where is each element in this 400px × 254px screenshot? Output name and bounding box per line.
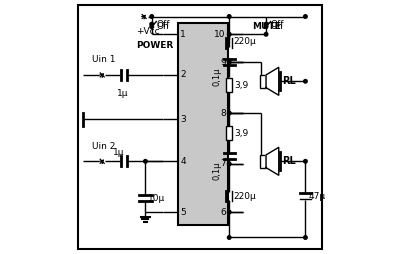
Circle shape: [228, 210, 231, 214]
Text: 7: 7: [220, 159, 226, 168]
Circle shape: [264, 25, 268, 28]
Circle shape: [264, 33, 268, 36]
Text: 4: 4: [180, 157, 186, 166]
Circle shape: [228, 162, 231, 166]
Text: 10: 10: [214, 30, 226, 39]
Text: 9: 9: [220, 58, 226, 67]
Text: 1μ: 1μ: [117, 89, 129, 98]
Circle shape: [304, 80, 307, 83]
Text: Uin 2: Uin 2: [92, 141, 116, 151]
Text: 5: 5: [180, 208, 186, 217]
Text: On: On: [271, 22, 283, 31]
Circle shape: [150, 15, 154, 18]
Circle shape: [304, 160, 307, 163]
Text: On: On: [157, 22, 170, 31]
Text: 8: 8: [220, 108, 226, 118]
Circle shape: [150, 22, 154, 26]
Circle shape: [150, 25, 154, 28]
Polygon shape: [266, 147, 279, 175]
Text: 10μ: 10μ: [148, 194, 166, 203]
Text: 220μ: 220μ: [233, 37, 256, 46]
Text: 6: 6: [220, 208, 226, 217]
Text: MUTE: MUTE: [252, 22, 281, 31]
Circle shape: [304, 15, 307, 18]
Circle shape: [228, 33, 231, 36]
Polygon shape: [266, 67, 279, 95]
Text: 3,9: 3,9: [234, 129, 248, 138]
Text: 0,1μ: 0,1μ: [212, 67, 222, 86]
Text: Off: Off: [271, 20, 284, 29]
Circle shape: [304, 236, 307, 239]
Bar: [226, 126, 232, 140]
Text: 3: 3: [180, 115, 186, 124]
Text: Off: Off: [157, 20, 170, 29]
Text: 1μ: 1μ: [113, 149, 125, 157]
Circle shape: [228, 111, 231, 115]
Text: 3,9: 3,9: [234, 81, 248, 90]
Text: POWER: POWER: [136, 41, 174, 50]
Text: 47μ: 47μ: [308, 192, 326, 201]
Circle shape: [264, 22, 268, 26]
Bar: [260, 155, 266, 168]
Text: +Vcc: +Vcc: [136, 27, 160, 36]
Bar: [226, 78, 232, 92]
Text: RL: RL: [282, 156, 296, 166]
Circle shape: [228, 15, 231, 18]
Text: 0,1μ: 0,1μ: [212, 161, 222, 180]
Text: RL: RL: [282, 76, 296, 86]
Text: 2: 2: [180, 70, 186, 80]
Circle shape: [144, 160, 147, 163]
Bar: [260, 75, 266, 88]
Text: Uin 1: Uin 1: [92, 55, 116, 64]
Text: 220μ: 220μ: [233, 192, 256, 201]
Circle shape: [228, 236, 231, 239]
Bar: [178, 23, 228, 225]
Text: 1: 1: [180, 30, 186, 39]
Circle shape: [228, 60, 231, 64]
